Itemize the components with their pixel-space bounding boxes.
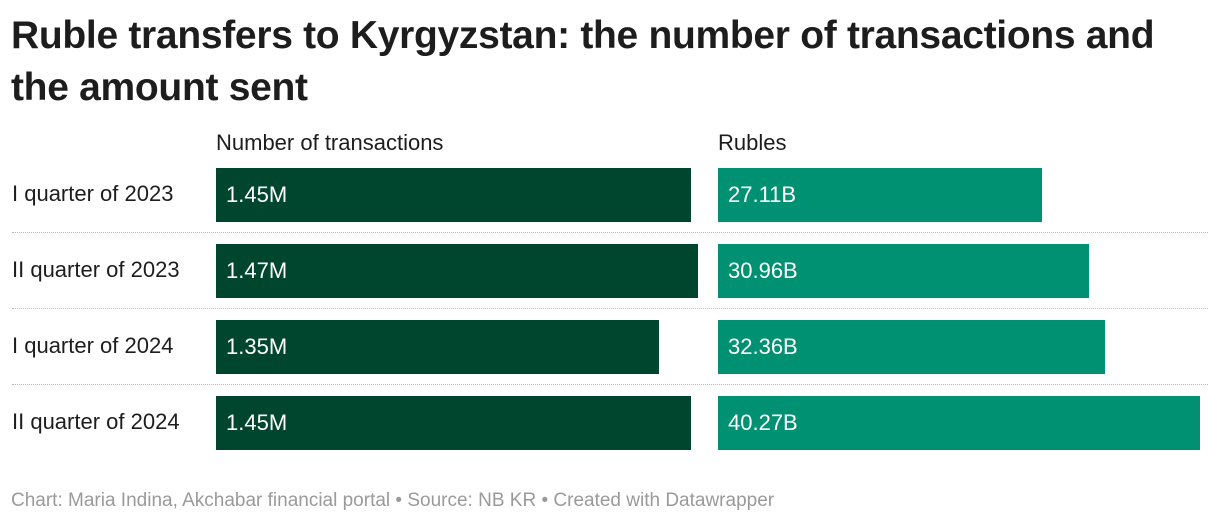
row-label: I quarter of 2024 [12, 333, 174, 358]
bar-transactions [216, 244, 698, 298]
bar-rubles [718, 320, 1105, 374]
row-label: II quarter of 2023 [12, 257, 180, 282]
row-divider [12, 384, 1208, 385]
bar-rubles [718, 396, 1200, 450]
bar-value-label: 1.35M [226, 334, 288, 359]
column-header-rubles: Rubles [718, 130, 787, 155]
row-divider [12, 232, 1208, 233]
bar-transactions [216, 320, 659, 374]
bar-transactions [216, 168, 691, 222]
bar-value-label: 1.47M [226, 258, 288, 283]
bar-rubles [718, 168, 1042, 222]
bar-value-label: 1.45M [226, 410, 288, 435]
bar-value-label: 40.27B [728, 410, 798, 435]
bar-value-label: 27.11B [728, 182, 797, 207]
chart-footer: Chart: Maria Indina, Akchabar financial … [11, 490, 775, 511]
bar-value-label: 30.96B [728, 258, 798, 283]
row-divider [12, 308, 1208, 309]
bar-value-label: 1.45M [226, 182, 288, 207]
bar-transactions [216, 396, 691, 450]
row-label: I quarter of 2023 [12, 181, 174, 206]
chart-title: Ruble transfers to Kyrgyzstan: the numbe… [11, 14, 1155, 109]
bar-value-label: 32.36B [728, 334, 798, 359]
row-label: II quarter of 2024 [12, 409, 180, 434]
bar-rubles [718, 244, 1089, 298]
column-header-transactions: Number of transactions [216, 130, 444, 155]
